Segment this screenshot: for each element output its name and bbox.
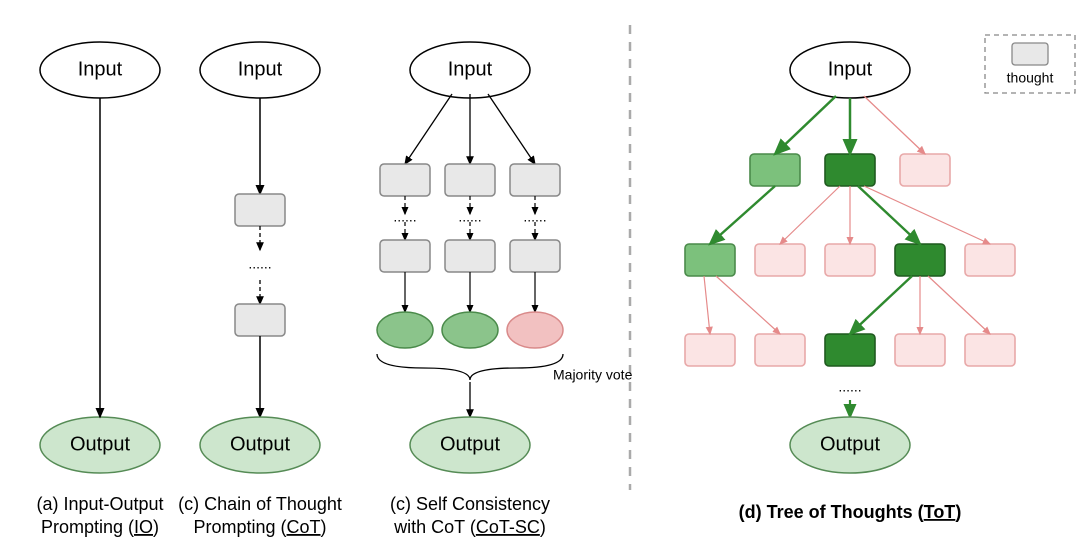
svg-text:Output: Output (230, 433, 290, 455)
tot-r2-4 (965, 244, 1015, 276)
tot-input: Input (790, 42, 910, 98)
tot-r1-0 (750, 154, 800, 186)
tot-r2-2 (825, 244, 875, 276)
sc-thought-r1-c0 (380, 164, 430, 196)
sc-output: Output (410, 417, 530, 473)
tot-r2-0 (685, 244, 735, 276)
svg-text:with CoT (CoT-SC): with CoT (CoT-SC) (393, 517, 546, 537)
cot-output: Output (200, 417, 320, 473)
svg-text:......: ...... (838, 379, 861, 395)
dots: ...... (248, 256, 271, 272)
sc-thought-r2-c2 (510, 240, 560, 272)
svg-text:(c) Self Consistency: (c) Self Consistency (390, 494, 550, 514)
tot-r3-4 (965, 334, 1015, 366)
sc-thought-r2-c0 (380, 240, 430, 272)
svg-text:Prompting (IO): Prompting (IO) (41, 517, 159, 537)
tot-r2-3 (895, 244, 945, 276)
tot-r3-3 (895, 334, 945, 366)
sc-thought-r2-c1 (445, 240, 495, 272)
sc-vote-2 (507, 312, 563, 348)
svg-text:Output: Output (440, 433, 500, 455)
io-input: Input (40, 42, 160, 98)
sc-vote-0 (377, 312, 433, 348)
sc-vote-1 (442, 312, 498, 348)
tot-r1-2 (900, 154, 950, 186)
svg-text:Input: Input (448, 58, 493, 80)
svg-text:(a) Input-Output: (a) Input-Output (36, 494, 163, 514)
svg-text:Input: Input (78, 58, 123, 80)
sc-thought-r1-c1 (445, 164, 495, 196)
tot-r3-1 (755, 334, 805, 366)
svg-text:Output: Output (820, 433, 880, 455)
svg-text:Output: Output (70, 433, 130, 455)
legend-rect (1012, 43, 1048, 65)
svg-text:Input: Input (828, 58, 873, 80)
sc-input: Input (410, 42, 530, 98)
sc-thought-r1-c2 (510, 164, 560, 196)
majority-label: Majority vote (553, 367, 633, 383)
svg-text:Input: Input (238, 58, 283, 80)
legend-label: thought (1007, 70, 1054, 86)
cot-thought-1 (235, 194, 285, 226)
tot-r3-2 (825, 334, 875, 366)
tot-output: Output (790, 417, 910, 473)
cot-thought-2 (235, 304, 285, 336)
tot-r2-1 (755, 244, 805, 276)
svg-text:(c) Chain of Thought: (c) Chain of Thought (178, 494, 342, 514)
tot-r3-0 (685, 334, 735, 366)
svg-text:(d) Tree of Thoughts (ToT): (d) Tree of Thoughts (ToT) (739, 502, 962, 522)
io-output: Output (40, 417, 160, 473)
tot-r1-1 (825, 154, 875, 186)
svg-text:Prompting (CoT): Prompting (CoT) (193, 517, 326, 537)
cot-input: Input (200, 42, 320, 98)
